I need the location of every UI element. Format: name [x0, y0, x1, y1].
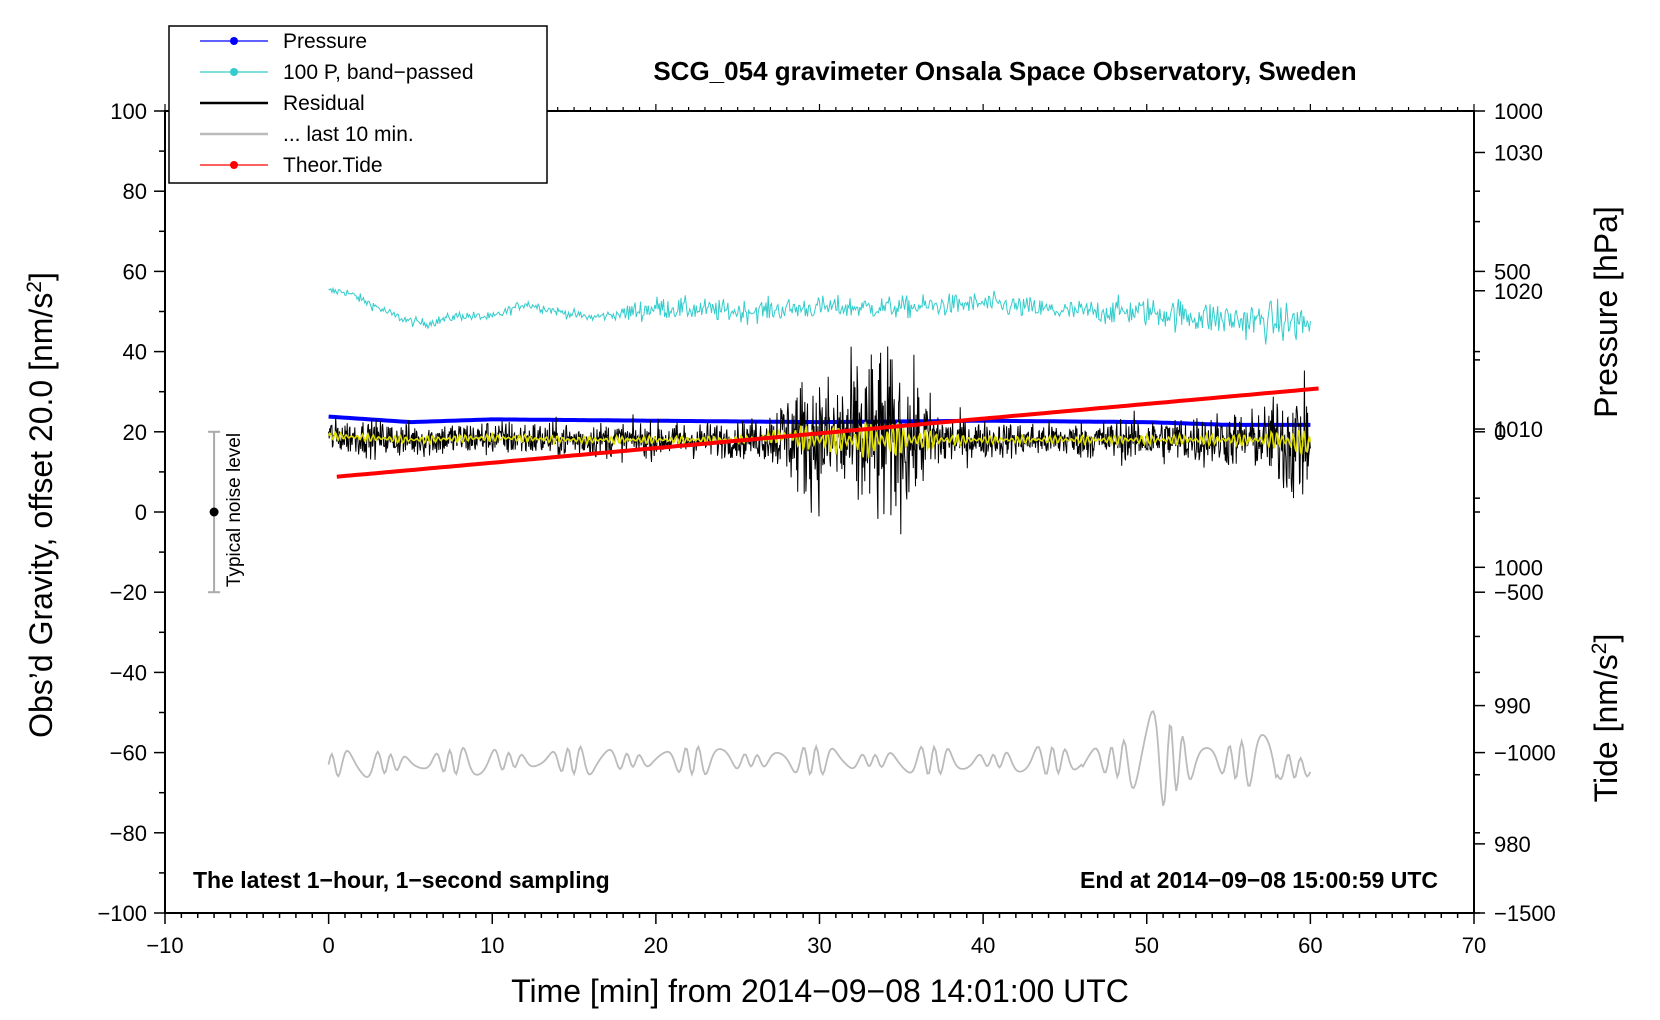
legend-marker	[230, 161, 238, 169]
legend-label: ... last 10 min.	[283, 123, 414, 146]
x-axis-title: Time [min] from 2014−09−08 14:01:00 UTC	[511, 973, 1129, 1009]
axes: −10 0 10 20 30 40 50 60 70100806040200−20−40−60−…	[97, 99, 1555, 958]
y-tick-label-pressure: 1020	[1494, 279, 1543, 304]
y-tick-label-pressure: 990	[1494, 694, 1531, 719]
series-residual-filtered	[327, 421, 1312, 459]
legend-label: Residual	[283, 92, 365, 115]
labels: SCG_054 gravimeter Onsala Space Observat…	[23, 56, 1625, 1009]
annotation-sampling: The latest 1−hour, 1−second sampling	[193, 867, 610, 893]
series-last-10-min	[327, 710, 1312, 806]
x-tick-label: 50	[1135, 933, 1159, 958]
y-tick-label-left: −60	[110, 741, 147, 766]
legend-marker	[230, 37, 238, 45]
y-tick-label-left: 20	[123, 420, 147, 445]
x-tick-label: 30	[807, 933, 831, 958]
y-axis-title-tide: Tide [nm/s2]	[1588, 634, 1625, 803]
series-band-passed	[328, 286, 1311, 345]
legend-label: Pressure	[283, 30, 367, 53]
y-tick-label-pressure: 1030	[1494, 140, 1543, 165]
legend-label: 100 P, band−passed	[283, 61, 474, 84]
y-tick-label-tide: 1000	[1494, 99, 1543, 124]
y-tick-label-tide: −500	[1494, 580, 1544, 605]
legend-marker	[230, 68, 238, 76]
y-tick-label-tide: −1500	[1494, 901, 1556, 926]
y-tick-label-left: 100	[110, 99, 147, 124]
x-tick-label: 40	[971, 933, 995, 958]
y-axis-title-left: Obs’d Gravity, offset 20.0 [nm/s2]	[23, 272, 60, 738]
y-tick-label-pressure: 980	[1494, 832, 1531, 857]
series-theor-tide	[336, 386, 1319, 479]
x-tick-label: 60	[1298, 933, 1322, 958]
x-tick-label: 0	[323, 933, 335, 958]
annotation-end-time: End at 2014−09−08 15:00:59 UTC	[1080, 867, 1438, 893]
x-tick-label: 10	[480, 933, 504, 958]
noise-level-label: Typical noise level	[224, 433, 245, 587]
y-tick-label-left: 60	[123, 259, 147, 284]
noise-bar-dot	[209, 507, 219, 517]
y-tick-label-tide: −1000	[1494, 741, 1556, 766]
x-tick-label: −10	[146, 933, 183, 958]
x-tick-label: 20	[644, 933, 668, 958]
y-tick-label-left: 80	[123, 179, 147, 204]
legend-box	[168, 25, 548, 184]
y-tick-label-left: 0	[135, 500, 147, 525]
y-tick-label-left: 40	[123, 340, 147, 365]
y-tick-label-left: −20	[110, 580, 147, 605]
y-tick-label-tide: 500	[1494, 259, 1531, 284]
series-residual	[328, 346, 1311, 535]
legend-label: Theor.Tide	[283, 154, 383, 177]
y-tick-label-left: −40	[110, 660, 147, 685]
y-tick-label-tide: 0	[1494, 420, 1506, 445]
y-tick-label-left: −80	[110, 821, 147, 846]
y-tick-label-pressure: 1010	[1494, 417, 1543, 442]
y-axis-title-pressure: Pressure [hPa]	[1588, 206, 1624, 418]
plot-lines	[208, 286, 1319, 806]
x-tick-label: 70	[1462, 933, 1486, 958]
chart-title: SCG_054 gravimeter Onsala Space Observat…	[653, 56, 1356, 86]
y-tick-label-left: −100	[97, 901, 147, 926]
legend: Pressure 100 P, band−passed Residual ... la…	[168, 25, 548, 184]
y-tick-label-pressure: 1000	[1494, 555, 1543, 580]
